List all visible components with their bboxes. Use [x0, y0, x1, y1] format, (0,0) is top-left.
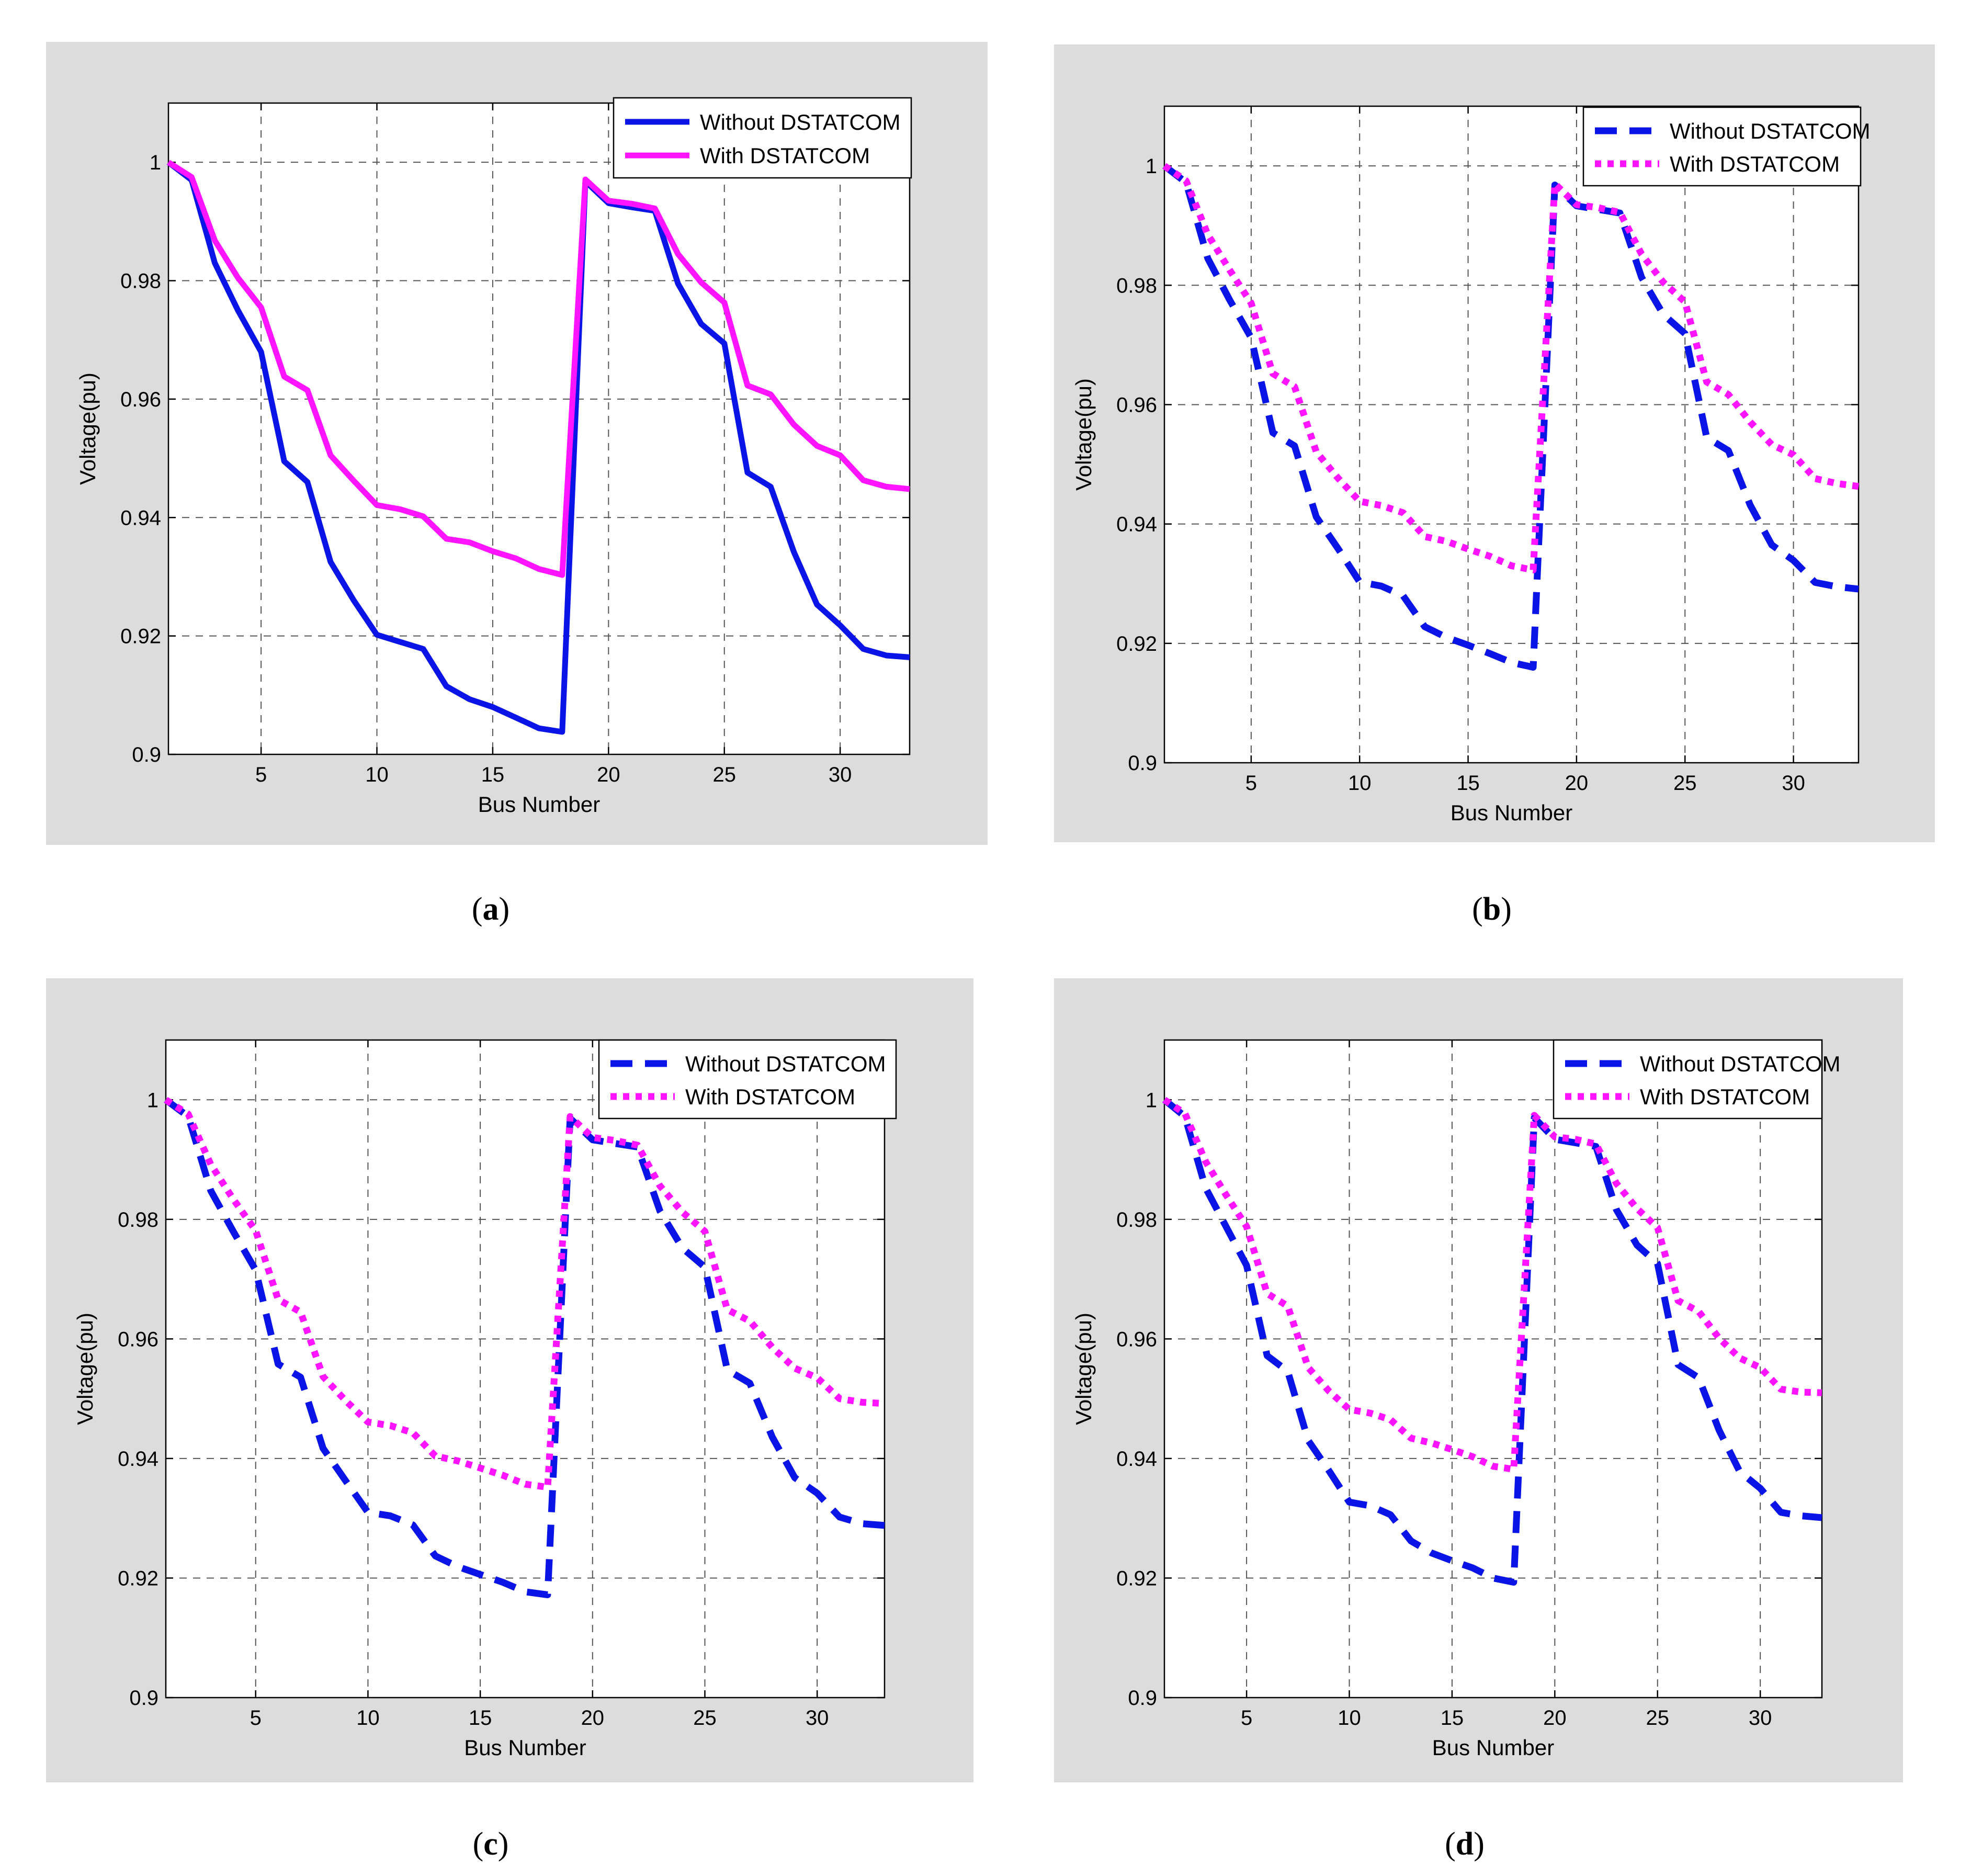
x-tick-label: 25	[1646, 1707, 1670, 1730]
y-axis-label: Voltage(pu)	[75, 372, 100, 485]
x-tick-label: 10	[1338, 1707, 1361, 1730]
legend-box	[598, 1039, 897, 1120]
panel-caption: (d)	[1445, 1826, 1485, 1862]
x-tick-label: 5	[255, 763, 267, 786]
y-tick-label: 0.92	[1116, 632, 1157, 656]
chart-panel-b: 5 10 15 20 25 30 0.9 0.92 0.94 0.96 0.98 1 Bus Numbe…	[1054, 44, 1935, 927]
y-tick-label: 0.92	[120, 625, 161, 648]
x-tick-label: 20	[1565, 772, 1589, 795]
legend: Without DSTATCOM With DSTATCOM	[598, 1039, 897, 1120]
y-axis-label: Voltage(pu)	[1071, 1313, 1096, 1425]
series-line-with-dstatcom	[167, 160, 910, 578]
legend-label: With DSTATCOM	[1670, 152, 1840, 176]
x-tick-label: 20	[1543, 1707, 1567, 1730]
x-tick-label: 30	[1749, 1707, 1772, 1730]
x-tick-label: 15	[481, 763, 505, 786]
series-line-without-dstatcom	[1162, 1097, 1822, 1586]
grid	[166, 1040, 885, 1698]
x-tick-label: 30	[1782, 772, 1805, 795]
grid	[1164, 1040, 1822, 1698]
chart-panel-d: 5 10 15 20 25 30 0.9 0.92 0.94 0.96 0.98 1 Bus Numbe…	[1054, 978, 1903, 1862]
legend-label: Without DSTATCOM	[1640, 1052, 1840, 1076]
x-tick-label: 20	[581, 1707, 605, 1730]
plot-area	[1163, 105, 1860, 764]
plot-area	[1163, 1039, 1823, 1699]
y-tick-label: 0.9	[1128, 752, 1157, 775]
x-tick-label: 20	[597, 763, 620, 786]
y-tick-label: 1	[150, 151, 161, 174]
grid	[1164, 106, 1859, 763]
x-axis-label: Bus Number	[1432, 1735, 1554, 1760]
legend-label: Without DSTATCOM	[1670, 119, 1870, 143]
series-line-without-dstatcom	[1162, 163, 1859, 671]
plot-area	[165, 1039, 886, 1699]
legend-box	[1553, 1039, 1823, 1120]
panel-caption: (b)	[1472, 891, 1512, 927]
y-tick-label: 0.96	[118, 1328, 158, 1351]
x-tick-label: 10	[356, 1707, 380, 1730]
legend-label: With DSTATCOM	[700, 143, 870, 168]
series-line-with-dstatcom	[1162, 163, 1859, 573]
x-axis-label: Bus Number	[1451, 800, 1572, 825]
legend-box	[1582, 106, 1862, 187]
x-tick-label: 5	[1241, 1707, 1252, 1730]
y-tick-label: 0.9	[132, 743, 161, 766]
legend: Without DSTATCOM With DSTATCOM	[1582, 106, 1870, 187]
y-tick-label: 0.96	[1116, 1328, 1157, 1351]
y-axis-label: Voltage(pu)	[1071, 378, 1096, 491]
series-line-with-dstatcom	[164, 1097, 885, 1491]
plot-area	[167, 102, 911, 755]
y-tick-label: 0.9	[1128, 1687, 1157, 1710]
y-tick-label: 0.94	[118, 1448, 158, 1471]
x-tick-label: 25	[713, 763, 737, 786]
x-tick-label: 30	[806, 1707, 829, 1730]
legend: Without DSTATCOM With DSTATCOM	[613, 97, 912, 179]
y-tick-label: 0.92	[1116, 1567, 1157, 1590]
legend-label: Without DSTATCOM	[685, 1052, 886, 1076]
y-tick-label: 1	[1146, 155, 1157, 178]
x-tick-label: 5	[250, 1707, 262, 1730]
legend-label: With DSTATCOM	[685, 1084, 855, 1109]
y-axis-label: Voltage(pu)	[73, 1313, 97, 1425]
x-tick-label: 25	[1673, 772, 1697, 795]
panel-caption: (c)	[473, 1826, 509, 1862]
x-tick-label: 15	[469, 1707, 492, 1730]
legend-label: With DSTATCOM	[1640, 1084, 1810, 1109]
chart-panel-a: 5 10 15 20 25 30 0.9 0.92 0.94 0.96 0.98 1 Bus Numbe…	[46, 42, 988, 927]
y-tick-label: 0.98	[118, 1208, 158, 1231]
x-tick-label: 15	[1456, 772, 1480, 795]
legend: Without DSTATCOM With DSTATCOM	[1553, 1039, 1840, 1120]
x-tick-label: 30	[829, 763, 852, 786]
y-tick-label: 0.96	[120, 388, 161, 411]
y-tick-label: 0.98	[120, 270, 161, 293]
legend-box	[613, 97, 912, 179]
panel-caption: (a)	[472, 891, 509, 927]
y-tick-label: 1	[147, 1089, 158, 1112]
y-tick-label: 0.92	[118, 1567, 158, 1590]
legend-label: Without DSTATCOM	[700, 110, 900, 134]
x-tick-label: 10	[1348, 772, 1372, 795]
series-line-with-dstatcom	[1162, 1097, 1822, 1473]
chart-panel-c: 5 10 15 20 25 30 0.9 0.92 0.94 0.96 0.98 1 Bus Numbe…	[46, 978, 973, 1862]
y-tick-label: 0.94	[120, 506, 161, 529]
x-axis-label: Bus Number	[478, 792, 600, 817]
x-axis-label: Bus Number	[464, 1735, 586, 1760]
series-line-without-dstatcom	[166, 160, 910, 735]
y-tick-label: 0.96	[1116, 393, 1157, 416]
y-tick-label: 0.94	[1116, 513, 1157, 536]
x-tick-label: 5	[1245, 772, 1257, 795]
x-tick-label: 25	[693, 1707, 717, 1730]
y-tick-label: 0.9	[129, 1687, 158, 1710]
y-tick-label: 1	[1146, 1089, 1157, 1112]
x-tick-label: 10	[365, 763, 389, 786]
y-tick-label: 0.98	[1116, 274, 1157, 297]
x-tick-label: 15	[1441, 1707, 1464, 1730]
y-tick-label: 0.98	[1116, 1208, 1157, 1231]
y-tick-label: 0.94	[1116, 1448, 1157, 1471]
